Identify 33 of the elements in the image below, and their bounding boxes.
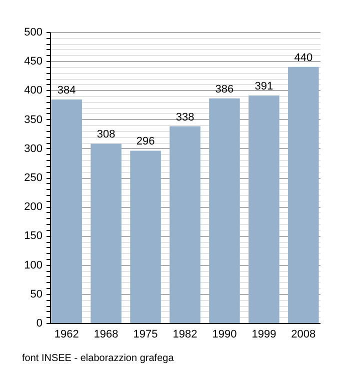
data-label: 440 [294, 52, 313, 64]
x-tick-label: 1999 [252, 328, 276, 340]
data-label: 391 [254, 80, 274, 92]
bar [90, 144, 122, 323]
bar [209, 98, 240, 323]
y-tick-label: 300 [24, 142, 42, 155]
y-tick-label: 450 [24, 56, 42, 68]
bar [248, 95, 280, 323]
data-label: 386 [215, 83, 234, 96]
bar [170, 126, 200, 323]
y-tick-label: 500 [24, 26, 42, 38]
y-tick-label: 250 [24, 172, 42, 184]
y-tick-label: 100 [24, 259, 42, 272]
data-label: 308 [96, 128, 116, 141]
data-label: 338 [176, 111, 194, 124]
data-label: 296 [136, 136, 155, 148]
data-label: 384 [57, 84, 76, 97]
text: font INSEE - elaborazzion grafega [22, 353, 174, 364]
bar [288, 66, 319, 323]
x-tick-label: 1982 [172, 328, 198, 340]
y-tick-label: 350 [24, 114, 42, 126]
x-tick-label: 1962 [54, 328, 79, 340]
y-tick-label: 150 [24, 230, 42, 242]
y-tick-label: 50 [30, 288, 42, 300]
y-tick-label: 200 [24, 201, 42, 214]
y-tick-label: 400 [24, 84, 42, 97]
bar [130, 150, 161, 323]
x-tick-label: 1990 [212, 328, 237, 340]
x-tick-label: 1975 [133, 328, 158, 340]
x-tick-label: 2008 [291, 328, 316, 340]
bar [51, 100, 82, 323]
y-tick-label: 0 [36, 318, 42, 330]
x-tick-label: 1968 [94, 328, 118, 340]
